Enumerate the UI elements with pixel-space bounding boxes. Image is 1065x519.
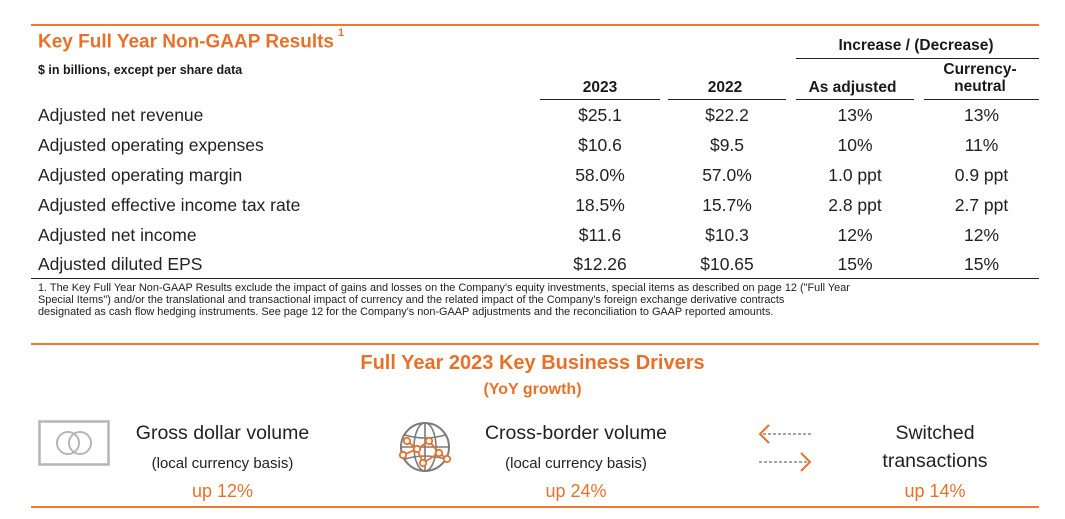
footnote: 1. The Key Full Year Non-GAAP Results ex… xyxy=(38,282,1028,319)
driver-switched-label2: transactions xyxy=(882,450,988,472)
row-label: Adjusted operating margin xyxy=(38,165,243,185)
cell-currency-neutral: 12% xyxy=(963,225,1000,245)
card-icon xyxy=(38,420,110,466)
footnote-line: designated as cash flow hedging instrume… xyxy=(38,306,774,319)
table-bottom-rule xyxy=(31,278,1039,279)
cell-2023: 58.0% xyxy=(575,165,625,185)
drivers-title: Full Year 2023 Key Business Drivers xyxy=(360,352,705,374)
row-label: Adjusted operating expenses xyxy=(38,135,264,155)
cell-as-adjusted: 2.8 ppt xyxy=(828,195,882,215)
cell-as-adjusted: 15% xyxy=(837,254,873,274)
header-underline-2022 xyxy=(668,99,786,100)
group-header-rule xyxy=(796,58,1039,59)
cell-2022: $22.2 xyxy=(705,105,749,125)
driver-gdv-sub: (local currency basis) xyxy=(151,455,294,472)
footnote-line: 1. The Key Full Year Non-GAAP Results ex… xyxy=(38,282,850,294)
cell-2022: $10.3 xyxy=(705,225,749,245)
globe-network-icon xyxy=(393,419,457,475)
driver-gdv-label: Gross dollar volume xyxy=(135,422,310,444)
top-rule xyxy=(31,24,1039,26)
cell-2022: 15.7% xyxy=(702,195,752,215)
cell-2022: $9.5 xyxy=(709,135,745,155)
switch-arrows-icon xyxy=(755,420,815,476)
cell-2023: $12.26 xyxy=(573,254,627,274)
cell-as-adjusted: 13% xyxy=(837,105,873,125)
cell-currency-neutral: 2.7 ppt xyxy=(954,195,1009,215)
cell-2023: $10.6 xyxy=(578,135,622,155)
drivers-subtitle: (YoY growth) xyxy=(483,381,582,398)
driver-switched-label: Switched xyxy=(895,422,975,444)
driver-xb-label: Cross-border volume xyxy=(484,422,668,444)
row-label: Adjusted diluted EPS xyxy=(38,254,203,274)
title-text: Key Full Year Non-GAAP Results xyxy=(38,31,334,53)
driver-xb-value: up 24% xyxy=(545,481,607,501)
cell-as-adjusted: 10% xyxy=(837,135,873,155)
cell-2022: $10.65 xyxy=(700,254,754,274)
header-underline-2023 xyxy=(540,99,660,100)
cell-2023: 18.5% xyxy=(575,195,625,215)
col-header-as-adjusted: As adjusted xyxy=(808,79,897,96)
bottom-rule xyxy=(31,506,1039,508)
driver-switched-value: up 14% xyxy=(904,481,966,501)
col-header-cn-line2: neutral xyxy=(954,78,1006,95)
cell-as-adjusted: 12% xyxy=(837,225,873,245)
cell-currency-neutral: 15% xyxy=(963,254,1000,274)
col-header-2023: 2023 xyxy=(582,79,618,96)
footnote-line: Special Items") and/or the translational… xyxy=(38,294,785,307)
row-label: Adjusted effective income tax rate xyxy=(38,195,301,215)
cell-as-adjusted: 1.0 ppt xyxy=(828,165,882,185)
cell-2023: $11.6 xyxy=(578,225,622,245)
header-underline-currency-neutral xyxy=(924,99,1039,100)
col-header-2022: 2022 xyxy=(707,79,743,96)
cell-currency-neutral: 13% xyxy=(963,105,1000,125)
header-underline-as-adjusted xyxy=(796,99,914,100)
cell-2023: $25.1 xyxy=(578,105,622,125)
col-header-cn-line1: Currency- xyxy=(943,61,1017,78)
col-header-currency-neutral: Currency- neutral xyxy=(925,61,1035,95)
row-label: Adjusted net revenue xyxy=(38,105,204,125)
footnote-marker: 1 xyxy=(338,27,345,39)
page-title: Key Full Year Non-GAAP Results 1 xyxy=(38,27,344,53)
cell-2022: 57.0% xyxy=(702,165,752,185)
cell-currency-neutral: 11% xyxy=(964,135,999,155)
group-header: Increase / (Decrease) xyxy=(838,37,994,54)
drivers-top-rule xyxy=(31,343,1039,345)
row-label: Adjusted net income xyxy=(38,225,197,245)
cell-currency-neutral: 0.9 ppt xyxy=(954,165,1009,185)
driver-xb-sub: (local currency basis) xyxy=(505,455,647,472)
units-subtitle: $ in billions, except per share data xyxy=(38,63,243,77)
driver-gdv-value: up 12% xyxy=(191,481,254,501)
